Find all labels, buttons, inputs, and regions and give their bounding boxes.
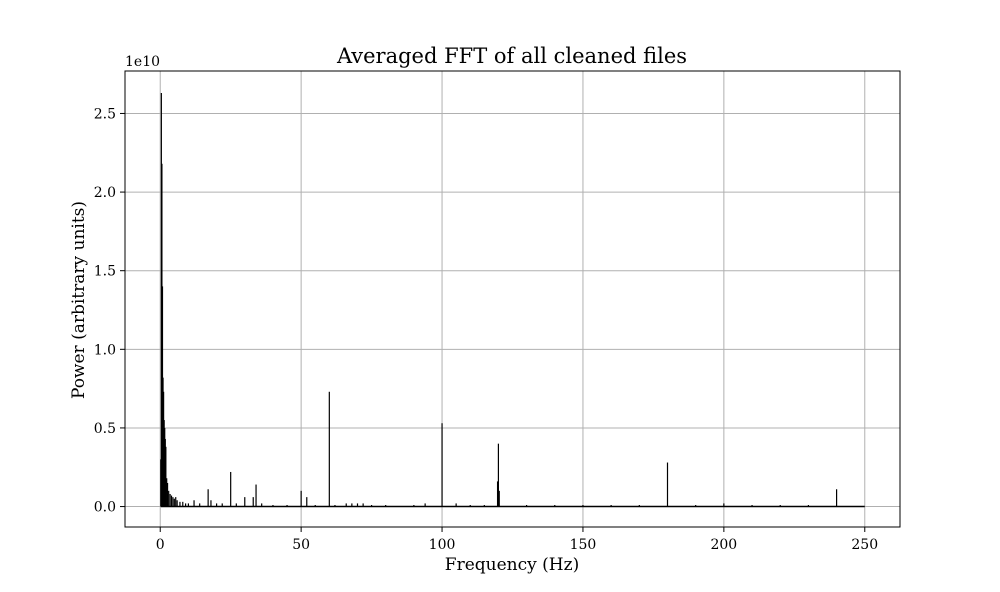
y-offset-label: 1e10 <box>125 54 160 70</box>
x-tick-label: 150 <box>570 537 597 553</box>
y-tick-label: 0.5 <box>94 421 116 437</box>
x-tick-label: 0 <box>156 537 165 553</box>
fft-series <box>160 93 865 508</box>
plot-frame <box>124 70 901 528</box>
y-tick-label: 2.5 <box>94 106 116 122</box>
x-tick-label: 250 <box>851 537 878 553</box>
y-axis-label: Power (arbitrary units) <box>69 201 89 399</box>
y-tick-label: 1.0 <box>94 342 116 358</box>
chart-title: Averaged FFT of all cleaned files <box>336 44 687 68</box>
grid-lines <box>125 71 900 527</box>
y-tick-label: 1.5 <box>94 264 116 280</box>
x-axis-label: Frequency (Hz) <box>445 555 579 575</box>
x-tick-label: 200 <box>710 537 737 553</box>
x-tick-label: 100 <box>429 537 456 553</box>
axis-ticks: 0 50 100 150 200 250 0.0 0.5 1.0 1.5 2.0 2.5 <box>94 106 878 553</box>
y-tick-label: 0.0 <box>94 500 116 516</box>
x-tick-label: 50 <box>292 537 310 553</box>
y-tick-label: 2.0 <box>94 185 116 201</box>
